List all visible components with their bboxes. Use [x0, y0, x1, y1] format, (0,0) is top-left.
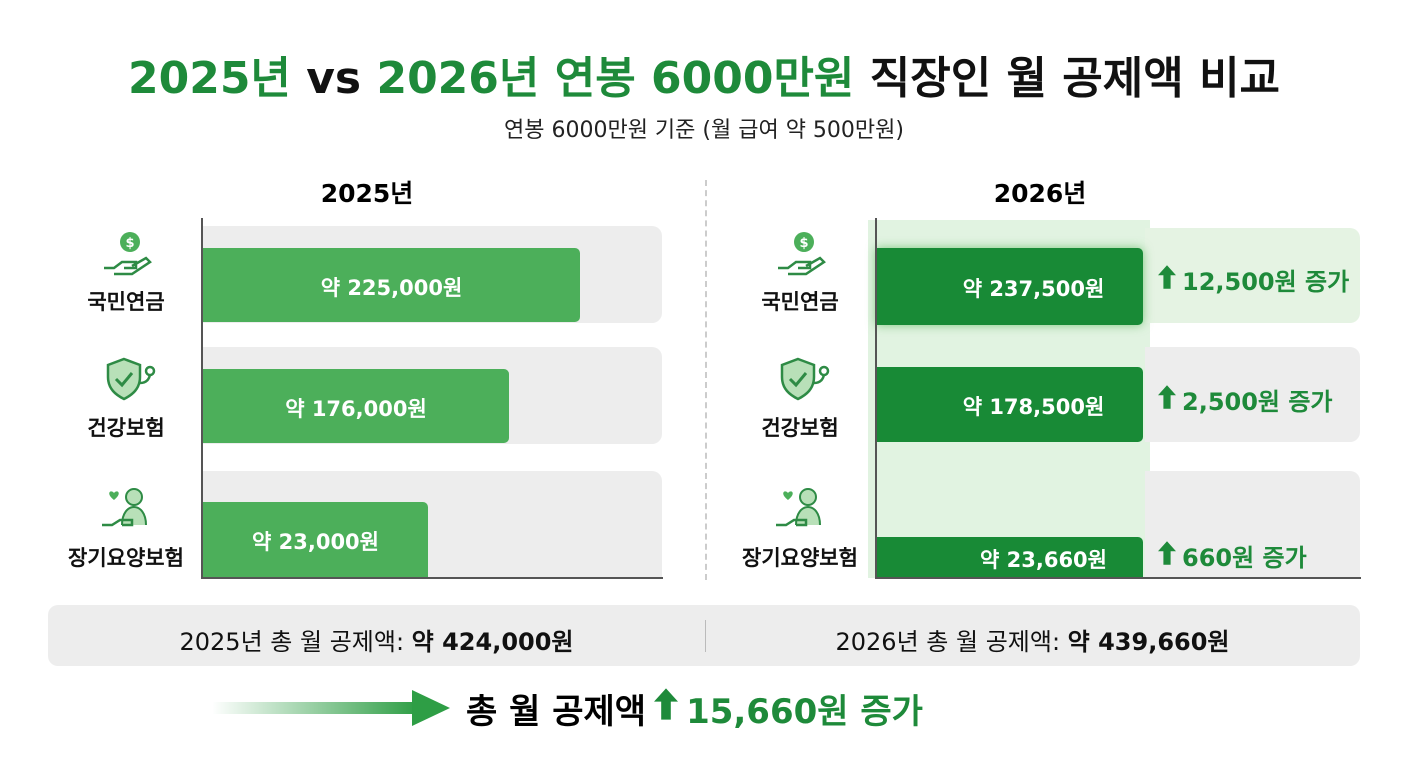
- summary-label: 총 월 공제액: [466, 692, 647, 732]
- amount: 약 178,500원: [962, 395, 1105, 419]
- up-arrow: [1158, 264, 1176, 289]
- totals-box: [48, 605, 1360, 666]
- axis: [875, 218, 877, 578]
- total-label: 2026년 총 월 공제액:: [835, 628, 1061, 656]
- icon: $: [778, 232, 826, 276]
- change: 2,500원 증가: [1158, 382, 1333, 417]
- change: 12,500원 증가: [1158, 262, 1349, 297]
- amount: 약 237,500원: [962, 277, 1105, 301]
- up-arrow: [654, 688, 679, 720]
- title-part: vs: [306, 53, 362, 104]
- change: 660원 증가: [1158, 538, 1307, 573]
- amount: 약 23,000원: [252, 530, 379, 554]
- icon: [1158, 384, 1176, 415]
- icon: [776, 488, 821, 527]
- bar: [876, 367, 1143, 442]
- row-label: 건강보험: [761, 416, 839, 440]
- row-bg: [1145, 471, 1360, 577]
- icon: [102, 488, 147, 527]
- icon: [106, 357, 156, 401]
- title-part: 2026년 연봉 6000만원: [376, 53, 855, 104]
- change-text: 660원 증가: [1182, 544, 1307, 572]
- icon: $: [104, 232, 152, 276]
- panel-year: 2025년: [320, 179, 414, 208]
- arrow: [212, 690, 450, 726]
- up-arrow: [1158, 384, 1176, 409]
- divider: [705, 180, 707, 580]
- summary: 총 월 공제액 15,660원 증가: [466, 684, 923, 733]
- amount: 약 176,000원: [285, 397, 427, 421]
- svg-text:$: $: [125, 236, 134, 251]
- bar: [203, 369, 509, 443]
- icon: [780, 357, 830, 401]
- divider: [705, 620, 706, 652]
- bar: [876, 248, 1143, 325]
- total-amount: 약 424,000원: [411, 628, 574, 656]
- summary-change: 15,660원 증가: [686, 692, 923, 732]
- amount: 약 225,000원: [320, 276, 463, 300]
- axis: [875, 577, 1361, 579]
- row-label: 장기요양보험: [742, 546, 858, 570]
- row-label: 국민연금: [87, 290, 165, 314]
- change-text: 12,500원 증가: [1182, 268, 1350, 296]
- axis: [201, 218, 203, 578]
- total-amount: 약 439,660원: [1067, 628, 1230, 656]
- panel-year: 2026년: [993, 179, 1087, 208]
- icon: [654, 688, 679, 729]
- axis: [201, 577, 663, 579]
- amount: 약 23,660원: [980, 548, 1107, 572]
- bar: [203, 502, 428, 577]
- total-label: 2025년 총 월 공제액:: [179, 628, 405, 656]
- row-bg: [1145, 228, 1360, 323]
- row-bg: [1145, 347, 1360, 442]
- svg-text:$: $: [799, 236, 808, 251]
- row-label: 국민연금: [761, 290, 839, 314]
- bar: [876, 537, 1143, 577]
- total: 2025년 총 월 공제액: 약 424,000원: [48, 622, 705, 657]
- row-label: 건강보험: [87, 416, 165, 440]
- title: 2025년 vs 2026년 연봉 6000만원 직장인 월 공제액 비교: [0, 42, 1408, 106]
- bar: [203, 248, 580, 322]
- row-label: 장기요양보험: [68, 546, 184, 570]
- title-part: 2025년: [127, 53, 291, 104]
- icon: [1158, 540, 1176, 571]
- title-part: 직장인 월 공제액 비교: [869, 53, 1281, 104]
- total: 2026년 총 월 공제액: 약 439,660원: [705, 622, 1360, 657]
- icon: [1158, 264, 1176, 295]
- change-text: 2,500원 증가: [1182, 388, 1333, 416]
- up-arrow: [1158, 540, 1176, 565]
- subtitle: 연봉 6000만원 기준 (월 급여 약 500만원): [504, 118, 904, 143]
